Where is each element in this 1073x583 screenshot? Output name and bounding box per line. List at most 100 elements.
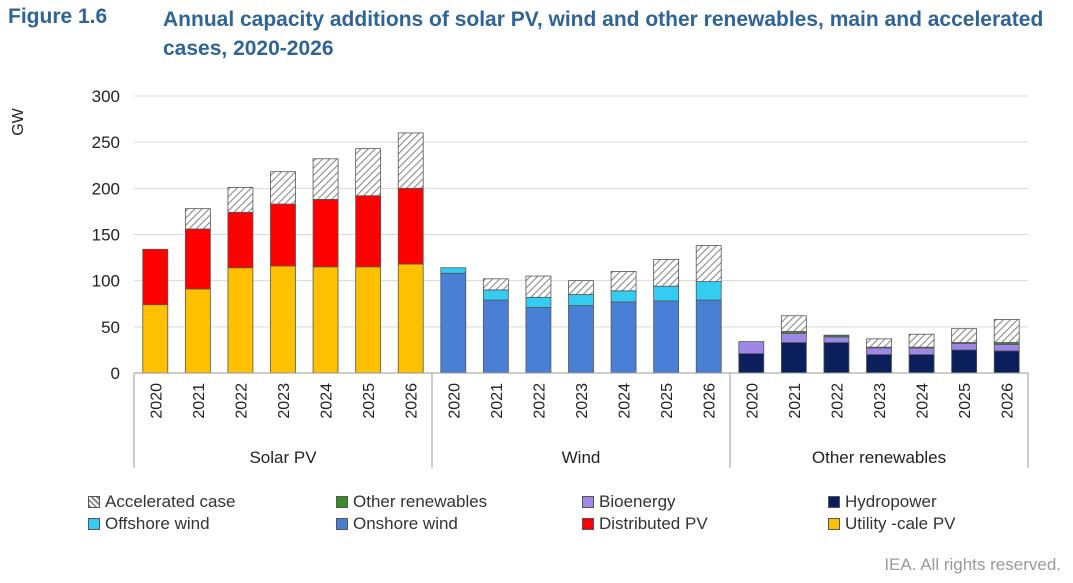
y-tick-label: 50	[101, 318, 120, 337]
legend-item: Distributed PV	[582, 514, 708, 534]
bar-segment	[355, 148, 382, 197]
group-label: Other renewables	[812, 448, 946, 467]
bar-segment	[270, 203, 296, 267]
bar-segment	[866, 354, 892, 374]
bar-segment	[738, 353, 765, 374]
bar-segment	[482, 299, 509, 374]
bar-segment	[568, 294, 594, 306]
bar-segment	[227, 211, 254, 269]
legend-label: Onshore wind	[353, 514, 458, 533]
x-tick-label: 2020	[744, 383, 761, 419]
legend-label: Offshore wind	[105, 514, 210, 533]
y-tick-label: 200	[92, 179, 120, 198]
legend-item: Other renewables	[336, 492, 487, 512]
bar-segment	[440, 267, 467, 274]
bar-segment	[227, 187, 254, 213]
x-tick-label: 2022	[531, 383, 548, 419]
bar-segment	[780, 332, 807, 343]
legend-swatch	[582, 518, 594, 530]
x-tick-label: 2023	[276, 383, 293, 419]
bar-segment	[653, 285, 680, 302]
y-tick-label: 150	[92, 226, 120, 245]
bar-segment	[184, 208, 211, 230]
bar-segment	[568, 280, 594, 295]
legend-swatch	[582, 496, 594, 508]
bar-segment	[738, 341, 765, 355]
bar-segment	[525, 307, 552, 374]
bar-segment	[993, 319, 1020, 343]
legend-label: Bioenergy	[599, 492, 676, 511]
bar-segment	[184, 228, 211, 290]
figure-title: Annual capacity additions of solar PV, w…	[163, 8, 1044, 60]
x-tick-label: 2023	[872, 383, 889, 419]
legend-swatch	[828, 496, 840, 508]
bar-segment	[312, 158, 339, 200]
bar-segment	[142, 248, 169, 306]
bar-segment	[823, 342, 850, 374]
x-tick-label: 2020	[148, 383, 165, 419]
bar-segment	[823, 336, 850, 343]
bar-segment	[780, 342, 807, 374]
legend-item: Utility -cale PV	[828, 514, 956, 534]
x-tick-label: 2025	[659, 383, 676, 419]
x-tick-label: 2022	[829, 383, 846, 419]
legend-label: Distributed PV	[599, 514, 708, 533]
y-axis-label: GW	[10, 107, 27, 135]
x-tick-label: 2025	[957, 383, 974, 419]
bar-segment	[866, 338, 892, 348]
bar-segment	[397, 187, 424, 265]
x-tick-label: 2021	[191, 383, 208, 419]
x-tick-label: 2021	[787, 383, 804, 419]
x-tick-label: 2021	[489, 383, 506, 419]
bar-segment	[355, 195, 382, 268]
legend-swatch	[336, 496, 348, 508]
credit-note: IEA. All rights reserved.	[884, 555, 1061, 574]
bar-segment	[270, 171, 296, 205]
bar-segment	[440, 272, 467, 374]
legend-item: Bioenergy	[582, 492, 676, 512]
legend-label: Other renewables	[353, 492, 488, 511]
x-tick-label: 2026	[702, 383, 719, 419]
x-tick-label: 2026	[404, 383, 421, 419]
bar-segment	[653, 300, 680, 374]
group-label: Solar PV	[249, 448, 317, 467]
bar-segment	[142, 304, 169, 374]
legend-label: Accelerated case	[105, 492, 236, 511]
group-label: Wind	[562, 448, 601, 467]
legend-item: Hydropower	[828, 492, 937, 512]
bar-segment	[993, 350, 1020, 374]
bar-segment	[695, 281, 722, 301]
bar-segment	[482, 278, 509, 291]
bar-segment	[780, 315, 807, 332]
legend-swatch	[336, 518, 348, 530]
x-tick-label: 2024	[617, 383, 634, 419]
legend-swatch	[88, 518, 100, 530]
x-tick-label: 2023	[574, 383, 591, 419]
bar-segment	[823, 334, 850, 338]
bar-segment	[270, 265, 296, 374]
bar-segment	[568, 305, 594, 374]
bar-segment	[908, 354, 935, 374]
bar-segment	[355, 266, 382, 374]
x-tick-label: 2026	[1000, 383, 1017, 419]
bar-segment	[610, 271, 637, 292]
bar-segment	[397, 132, 424, 189]
y-tick-label: 300	[92, 87, 120, 106]
x-tick-label: 2025	[361, 383, 378, 419]
bar-segment	[525, 275, 552, 298]
figure-label: Figure 1.6	[8, 5, 108, 28]
x-tick-label: 2024	[319, 383, 336, 419]
legend-swatch	[828, 518, 840, 530]
y-tick-label: 250	[92, 133, 120, 152]
bar-segment	[227, 267, 254, 374]
legend-label: Utility -cale PV	[845, 514, 956, 533]
legend-item: Onshore wind	[336, 514, 458, 534]
legend-swatch	[88, 496, 100, 508]
bar-segment	[951, 343, 978, 351]
bar-segment	[866, 347, 892, 355]
x-tick-label: 2024	[915, 383, 932, 419]
bar-segment	[525, 296, 552, 308]
bar-segment	[951, 328, 978, 343]
bar-segment	[653, 259, 680, 287]
bar-segment	[482, 289, 509, 301]
